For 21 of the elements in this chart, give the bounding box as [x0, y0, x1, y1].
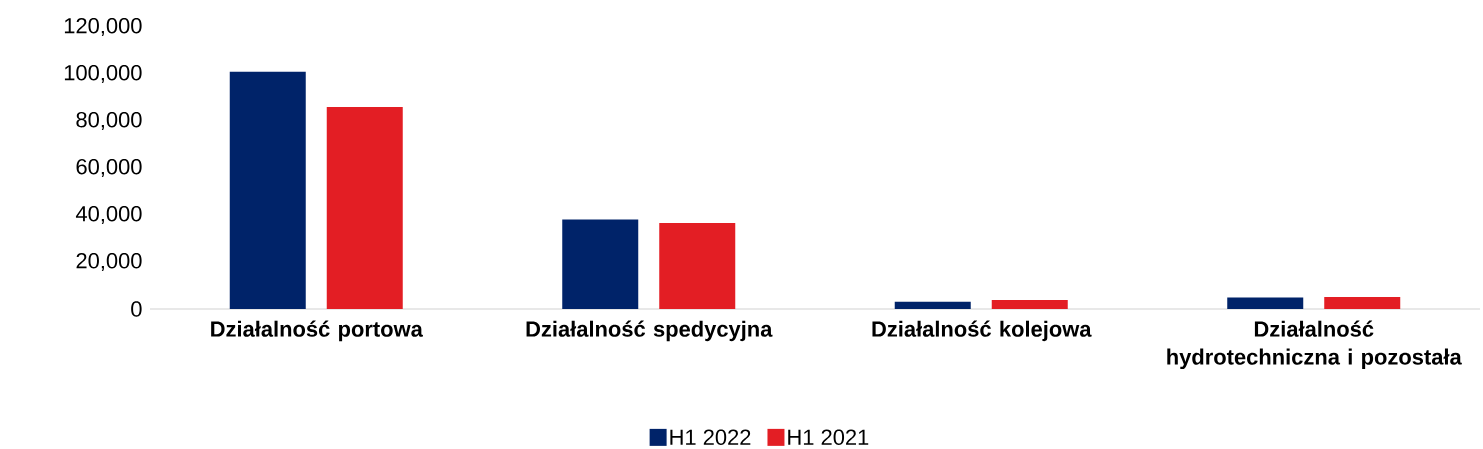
- y-tick-label: 80,000: [76, 111, 142, 131]
- bar: [659, 222, 736, 309]
- bar: [562, 219, 639, 309]
- y-tick-label: 0: [131, 301, 142, 317]
- bar: [991, 300, 1068, 309]
- y-tick-label: 40,000: [75, 205, 142, 225]
- y-tick-label: 100,000: [64, 64, 142, 84]
- bar: [894, 301, 971, 309]
- x-tick-label: Działalność spedycyjna: [526, 320, 773, 342]
- y-tick-label: 20,000: [76, 252, 142, 272]
- x-tick-label: Działalność hydrotechniczna i pozostała: [1167, 320, 1462, 370]
- legend-label: H1 2022: [670, 429, 751, 445]
- bar: [229, 71, 306, 309]
- y-tick-label: 120,000: [64, 17, 142, 37]
- bar: [1324, 297, 1401, 309]
- y-tick-label: 60,000: [76, 158, 142, 178]
- bar: [1227, 297, 1304, 309]
- x-tick-label: Działalność portowa: [211, 320, 423, 342]
- legend-label: H1 2021: [788, 429, 869, 445]
- bar: [326, 106, 403, 309]
- x-tick-label: Działalność kolejowa: [872, 320, 1092, 342]
